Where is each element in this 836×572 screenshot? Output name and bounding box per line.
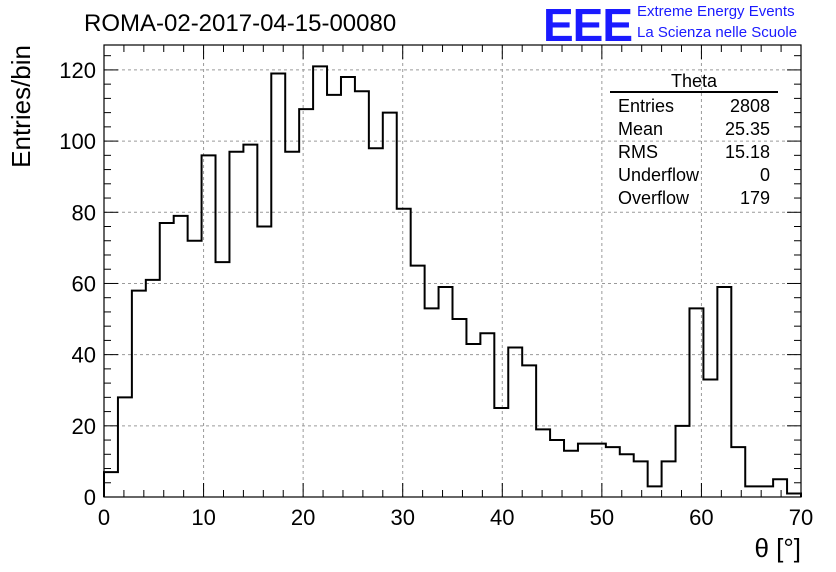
histogram-bin [703,380,717,497]
histogram-bin [397,209,411,497]
histogram-bin [439,287,453,497]
stats-row-entries: Entries 2808 [610,95,778,118]
histogram-bin [160,223,174,497]
x-tick-label: 70 [789,505,813,530]
stats-label: Underflow [618,165,700,185]
histogram-bin [787,493,801,497]
x-tick-label: 0 [98,505,110,530]
stats-title: Theta [610,72,778,93]
histogram-bin [257,227,271,497]
histogram-bin [313,66,327,497]
stats-value: 179 [739,188,770,208]
x-tick-label: 60 [689,505,713,530]
stats-row-mean: Mean 25.35 [610,118,778,141]
y-tick-label: 100 [59,129,96,154]
histogram-bin [369,148,383,497]
chart-title: ROMA-02-2017-04-15-00080 [84,10,397,37]
histogram-bin [480,333,494,497]
stats-box: Theta Entries 2808 Mean 25.35 RMS 15.18 … [610,72,778,210]
histogram-bin [620,454,634,497]
histogram-bin [731,447,745,497]
histogram-line [103,65,802,497]
histogram-bin [271,73,285,497]
stats-label: Overflow [618,188,690,208]
y-tick-label: 0 [84,485,96,510]
histogram-bin [536,429,550,497]
y-tick-label: 20 [72,414,96,439]
eee-logo: EEE [543,0,633,51]
histogram-bin [285,152,299,497]
histogram-bin [146,280,160,497]
stats-value: 15.18 [724,142,770,162]
x-tick-label: 20 [291,505,315,530]
histogram-bin [243,145,257,497]
histogram-bin [676,426,690,497]
stats-label: RMS [618,142,658,162]
histogram-bin [383,113,397,497]
stats-label: Entries [618,96,675,116]
y-tick-label: 60 [72,271,96,296]
histogram-bin [355,91,369,497]
histogram-bin [466,344,480,497]
histogram-bin [216,262,230,497]
logo-line-2: La Scienza nelle Scuole [637,24,798,41]
logo-line-1: Extreme Energy Events [637,3,795,20]
stats-label: Mean [618,119,664,139]
histogram-bin [229,152,243,497]
histogram-bin [132,291,146,497]
stats-value: 0 [759,165,770,185]
y-tick-label: 120 [59,58,96,83]
stats-value: 25.35 [724,119,770,139]
y-axis-label: Entries/bin [6,45,36,168]
histogram-bin [425,308,439,497]
histogram-bin [118,397,132,497]
x-tick-label: 40 [490,505,514,530]
histogram-bin [299,109,313,497]
x-tick-label: 50 [590,505,614,530]
stats-value: 2808 [729,96,770,116]
histogram-bin [104,472,118,497]
histogram-bin [606,447,620,497]
histogram-bin [550,440,564,497]
histogram-bin [634,461,648,497]
histogram-bin [662,461,676,497]
histogram-bin [592,444,606,497]
histogram-bin [188,241,202,497]
y-tick-label: 40 [72,343,96,368]
histogram-bin [717,287,731,497]
histogram-bin [453,319,467,497]
histogram-bin [689,308,703,497]
y-tick-label: 80 [72,200,96,225]
histogram-bin [341,77,355,497]
stats-row-rms: RMS 15.18 [610,141,778,164]
histogram-bin [508,348,522,497]
histogram-bin [174,216,188,497]
histogram-bin [327,95,341,497]
plot-frame [103,44,802,498]
histogram-bin [648,486,662,497]
histogram-bin [494,408,508,497]
histogram-bin [522,365,536,497]
histogram-bin [773,479,787,497]
histogram-bin [745,486,759,497]
x-tick-label: 30 [390,505,414,530]
x-tick-label: 10 [191,505,215,530]
x-axis-label: θ [°] [754,533,801,563]
histogram-bin [578,444,592,497]
stats-row-underflow: Underflow 0 [610,164,778,187]
histogram-bin [202,155,216,497]
stats-row-overflow: Overflow 179 [610,187,778,210]
histogram-bin [564,451,578,497]
histogram-bin [411,266,425,497]
histogram-bin [759,486,773,497]
